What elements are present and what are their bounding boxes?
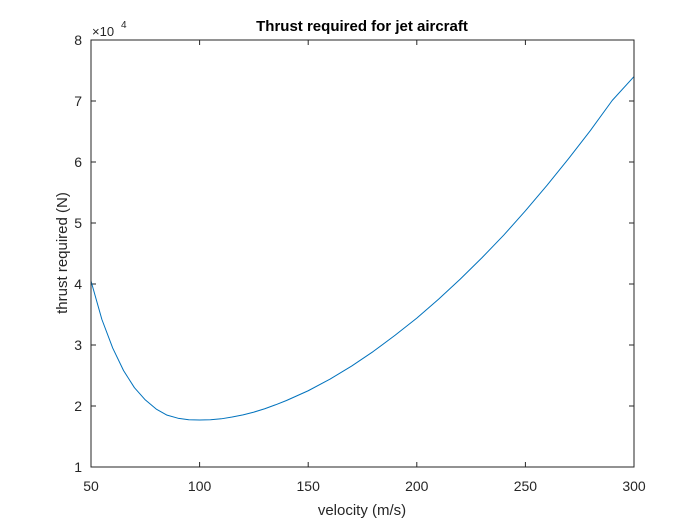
y-tick-label: 2 xyxy=(74,398,82,414)
x-tick-label: 150 xyxy=(297,478,321,494)
thrust-curve-line xyxy=(90,76,635,421)
y-tick-label: 3 xyxy=(74,337,82,353)
series-layer xyxy=(90,76,635,421)
x-tick-label: 100 xyxy=(188,478,212,494)
y-tick-label: 1 xyxy=(74,459,82,475)
y-axis-multiplier-exponent: 4 xyxy=(121,20,127,31)
x-tick-label: 200 xyxy=(405,478,429,494)
y-tick-label: 7 xyxy=(74,93,82,109)
y-tick-label: 4 xyxy=(74,276,82,292)
axis-ticks: 50 100 150 200 250 300 1 2 3 4 5 6 7 8 xyxy=(74,32,646,494)
x-axis-label: velocity (m/s) xyxy=(318,502,406,519)
x-tick-label: 300 xyxy=(622,478,646,494)
y-tick-label: 5 xyxy=(74,215,82,231)
y-axis-multiplier: ×10 xyxy=(92,24,114,39)
chart-title: Thrust required for jet aircraft xyxy=(256,18,468,35)
x-tick-label: 50 xyxy=(83,478,99,494)
y-tick-label: 8 xyxy=(74,32,82,48)
plot-area xyxy=(91,40,634,467)
x-tick-label: 250 xyxy=(514,478,538,494)
axes-box xyxy=(90,39,635,468)
y-tick-label: 6 xyxy=(74,154,82,170)
y-axis-exponent: ×10 4 xyxy=(92,20,127,39)
y-axis-label: thrust required (N) xyxy=(54,192,71,314)
